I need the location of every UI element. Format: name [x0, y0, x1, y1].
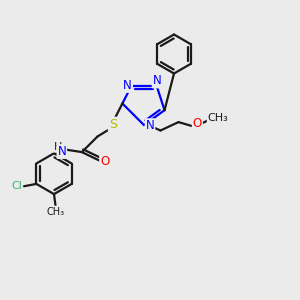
Text: Cl: Cl: [11, 181, 22, 191]
Text: CH₃: CH₃: [208, 113, 229, 123]
Text: N: N: [146, 119, 154, 132]
Text: N: N: [123, 79, 132, 92]
Text: N: N: [57, 145, 66, 158]
Text: H: H: [53, 142, 62, 152]
Text: O: O: [100, 154, 109, 168]
Text: N: N: [153, 74, 161, 87]
Text: CH₃: CH₃: [46, 206, 64, 217]
Text: S: S: [109, 118, 117, 131]
Text: O: O: [193, 117, 202, 130]
